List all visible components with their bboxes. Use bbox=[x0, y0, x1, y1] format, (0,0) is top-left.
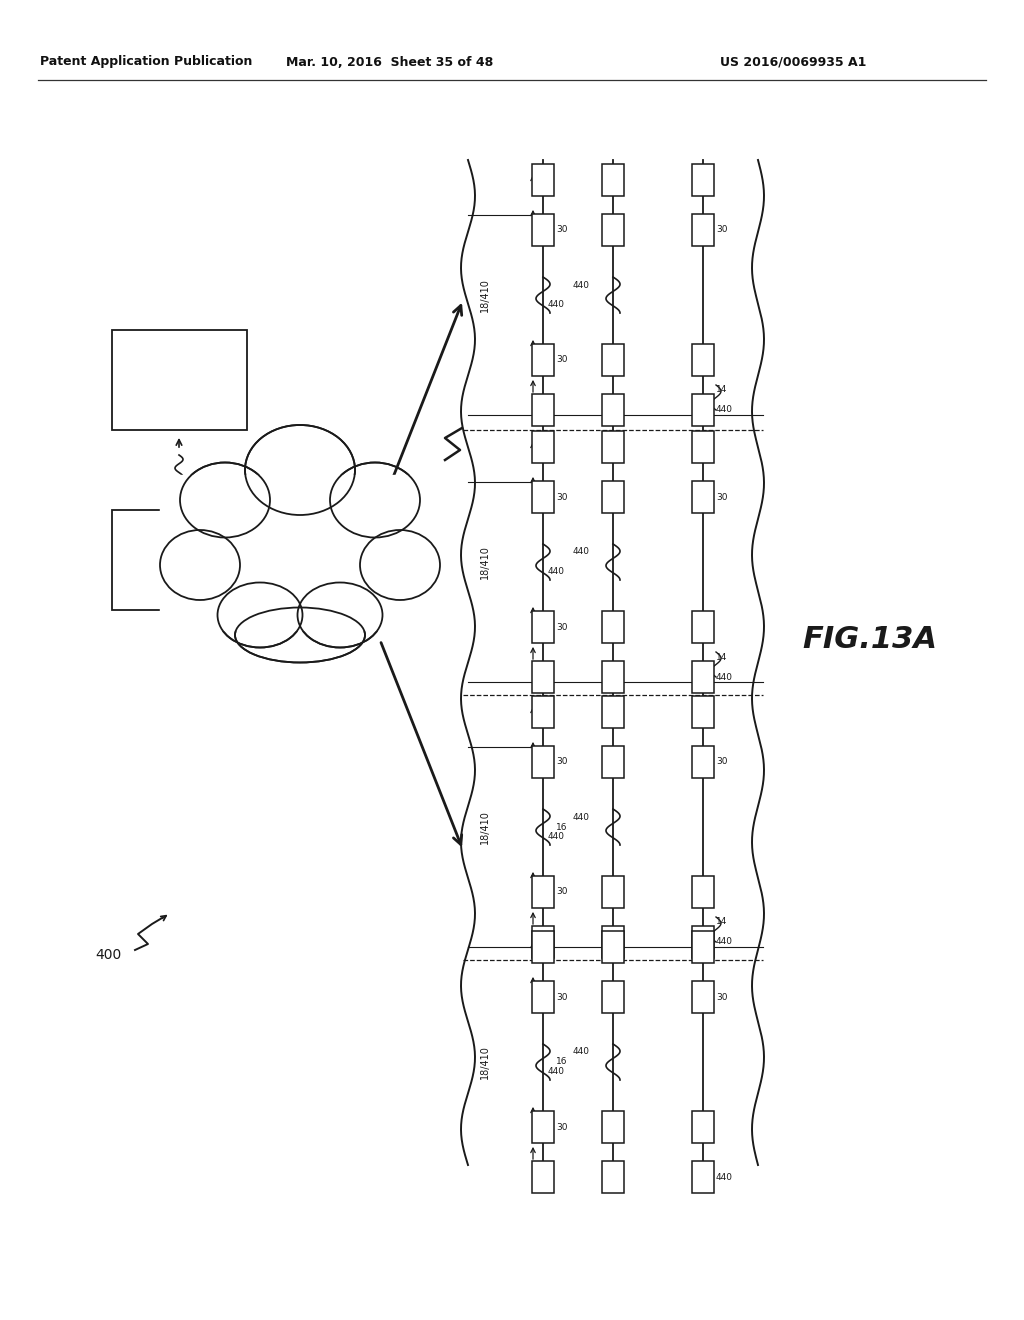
Text: 430: 430 bbox=[165, 372, 194, 388]
Bar bbox=[692, 1162, 714, 1193]
Bar bbox=[532, 927, 554, 958]
Bar bbox=[602, 696, 624, 729]
Bar bbox=[692, 393, 714, 426]
Bar bbox=[692, 611, 714, 643]
Bar bbox=[532, 480, 554, 513]
Bar bbox=[532, 393, 554, 426]
Text: 30: 30 bbox=[716, 226, 727, 235]
Bar bbox=[692, 164, 714, 195]
Text: Patent Application Publication: Patent Application Publication bbox=[40, 55, 252, 69]
Ellipse shape bbox=[217, 582, 302, 648]
Bar bbox=[532, 432, 554, 463]
Text: 30: 30 bbox=[556, 993, 567, 1002]
Bar bbox=[602, 432, 624, 463]
Text: 420: 420 bbox=[165, 553, 194, 568]
Text: 30: 30 bbox=[556, 1122, 567, 1131]
Ellipse shape bbox=[298, 582, 383, 648]
Ellipse shape bbox=[360, 531, 440, 601]
Text: 440: 440 bbox=[573, 281, 590, 289]
Bar bbox=[692, 480, 714, 513]
Text: 14: 14 bbox=[716, 385, 727, 395]
Text: FIG.13A: FIG.13A bbox=[803, 626, 938, 655]
Bar bbox=[602, 345, 624, 376]
Bar bbox=[532, 746, 554, 777]
Text: 30: 30 bbox=[556, 492, 567, 502]
Bar bbox=[692, 876, 714, 908]
Bar bbox=[532, 696, 554, 729]
Text: 440: 440 bbox=[716, 937, 733, 946]
Text: 18/410: 18/410 bbox=[480, 1045, 490, 1078]
Bar bbox=[532, 876, 554, 908]
Bar bbox=[602, 393, 624, 426]
Text: 440: 440 bbox=[716, 672, 733, 681]
Text: 440: 440 bbox=[573, 1048, 590, 1056]
Text: 14: 14 bbox=[716, 652, 727, 661]
Bar bbox=[532, 164, 554, 195]
Text: 18/410: 18/410 bbox=[480, 545, 490, 579]
Bar bbox=[692, 214, 714, 246]
Ellipse shape bbox=[160, 531, 240, 601]
Bar bbox=[692, 432, 714, 463]
Bar bbox=[602, 931, 624, 964]
Text: US 2016/0069935 A1: US 2016/0069935 A1 bbox=[720, 55, 866, 69]
Bar bbox=[602, 214, 624, 246]
Bar bbox=[112, 510, 247, 610]
Bar bbox=[692, 661, 714, 693]
Text: 18/410: 18/410 bbox=[480, 810, 490, 843]
Text: Mar. 10, 2016  Sheet 35 of 48: Mar. 10, 2016 Sheet 35 of 48 bbox=[287, 55, 494, 69]
Bar bbox=[602, 1111, 624, 1143]
Text: 440: 440 bbox=[716, 1172, 733, 1181]
Bar bbox=[160, 475, 440, 630]
Bar bbox=[692, 1111, 714, 1143]
Bar bbox=[532, 345, 554, 376]
Text: 30: 30 bbox=[716, 492, 727, 502]
Bar bbox=[692, 981, 714, 1012]
Text: 14: 14 bbox=[716, 917, 727, 927]
Text: 440: 440 bbox=[716, 405, 733, 414]
Ellipse shape bbox=[330, 462, 420, 537]
Text: 16: 16 bbox=[556, 1057, 567, 1067]
Text: 440: 440 bbox=[573, 813, 590, 821]
Bar bbox=[112, 330, 247, 430]
Bar bbox=[602, 746, 624, 777]
Text: 30: 30 bbox=[556, 623, 567, 631]
Bar bbox=[602, 981, 624, 1012]
Bar bbox=[692, 696, 714, 729]
Bar bbox=[532, 981, 554, 1012]
Bar bbox=[692, 345, 714, 376]
Text: 30: 30 bbox=[556, 355, 567, 364]
Bar bbox=[602, 876, 624, 908]
Text: 30: 30 bbox=[556, 887, 567, 896]
Bar bbox=[532, 214, 554, 246]
Bar bbox=[532, 661, 554, 693]
Text: 440: 440 bbox=[548, 568, 565, 576]
Text: 16: 16 bbox=[556, 822, 567, 832]
Ellipse shape bbox=[245, 425, 355, 515]
Bar bbox=[602, 927, 624, 958]
Bar bbox=[602, 480, 624, 513]
Text: 440: 440 bbox=[573, 548, 590, 557]
Bar bbox=[532, 611, 554, 643]
Bar bbox=[692, 931, 714, 964]
Bar bbox=[692, 927, 714, 958]
Bar bbox=[692, 746, 714, 777]
Text: 440: 440 bbox=[548, 1067, 565, 1076]
Ellipse shape bbox=[234, 607, 365, 663]
Bar bbox=[532, 1111, 554, 1143]
Bar bbox=[532, 1162, 554, 1193]
Text: 18/410: 18/410 bbox=[480, 279, 490, 312]
Bar bbox=[532, 931, 554, 964]
Text: 30: 30 bbox=[556, 226, 567, 235]
Text: 30: 30 bbox=[716, 993, 727, 1002]
Ellipse shape bbox=[180, 462, 270, 537]
Bar bbox=[602, 661, 624, 693]
Text: 400: 400 bbox=[95, 948, 121, 962]
Text: 30: 30 bbox=[556, 758, 567, 767]
Text: 440: 440 bbox=[548, 832, 565, 841]
Bar bbox=[602, 164, 624, 195]
Bar bbox=[602, 1162, 624, 1193]
Text: 30: 30 bbox=[716, 758, 727, 767]
Bar bbox=[602, 611, 624, 643]
Text: 440: 440 bbox=[548, 300, 565, 309]
